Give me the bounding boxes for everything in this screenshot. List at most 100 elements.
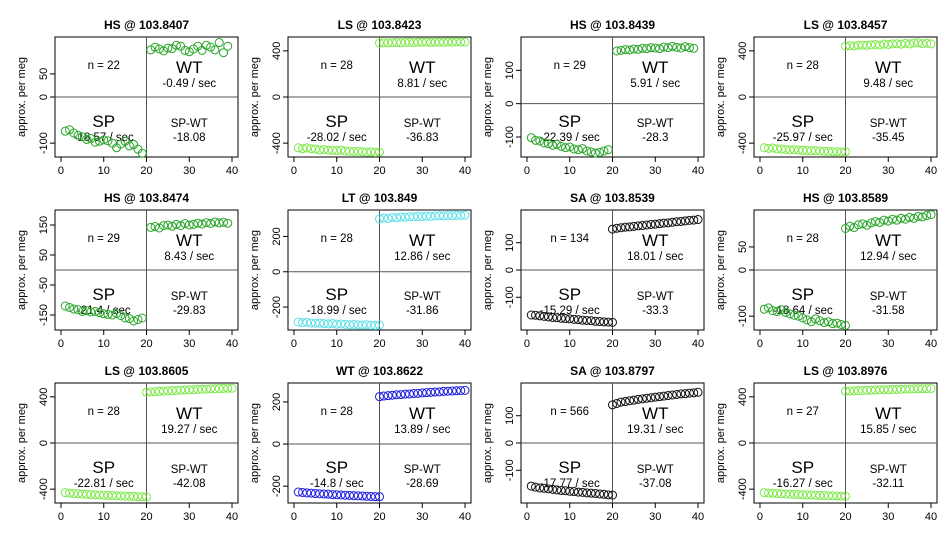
sp-point [90, 137, 100, 147]
x-tick-label: 40 [226, 511, 238, 523]
wt-point [879, 385, 889, 395]
sp-point [560, 486, 570, 496]
panel-title: LS @ 103.8457 [804, 18, 888, 32]
panel-title: HS @ 103.8589 [803, 191, 888, 205]
x-tick-label: 40 [226, 338, 238, 350]
sp-point [99, 490, 109, 500]
sp-wt-value: -31.58 [872, 305, 905, 317]
sp-point [785, 489, 795, 499]
wt-label: WT [176, 231, 202, 250]
sp-point [548, 312, 558, 322]
x-tick-label: 30 [183, 511, 195, 523]
y-tick-label: -400 [38, 478, 50, 500]
sp-point [608, 317, 617, 327]
sp-point [793, 145, 803, 155]
wt-point [214, 218, 224, 228]
sp-point [595, 317, 605, 327]
sp-point [548, 484, 558, 494]
wt-point [456, 386, 466, 396]
sp-point [603, 145, 613, 155]
wt-point [650, 392, 660, 402]
sp-rate: -16.27 / sec [773, 478, 833, 490]
sp-point [535, 311, 545, 321]
wt-point [189, 219, 199, 229]
wt-point [870, 217, 880, 227]
wt-point [888, 384, 898, 394]
wt-point [439, 37, 449, 47]
x-tick-label: 30 [649, 338, 661, 350]
wt-point [409, 212, 419, 222]
sp-point [785, 145, 795, 155]
chart-panel: HS @ 103.8474 -150 -50 50 150 approx. per meg… [16, 191, 239, 350]
wt-point [417, 37, 427, 47]
x-tick-label: 10 [797, 511, 809, 523]
sp-point [531, 482, 541, 492]
sp-point [298, 144, 308, 154]
data-points [293, 210, 470, 330]
wt-point [646, 219, 656, 229]
x-tick-label: 30 [649, 165, 661, 177]
chart-panel: LS @ 103.8976 -400 0 400 approx. per meg 0 10 2… [715, 364, 938, 523]
sp-label: SP [92, 285, 115, 304]
wt-point [676, 43, 686, 53]
wt-point [422, 37, 432, 47]
y-axis-label: approx. per meg [249, 230, 261, 310]
wt-point [862, 220, 872, 230]
sp-point [310, 318, 320, 328]
y-tick-label: 100 [504, 234, 516, 252]
wt-point [154, 386, 164, 396]
wt-point [637, 394, 647, 404]
sp-point [366, 491, 376, 501]
wt-point [146, 387, 156, 397]
wt-point [451, 37, 461, 47]
y-axis-label: approx. per meg [16, 230, 28, 310]
sp-wt-label: SP-WT [404, 118, 441, 130]
sp-point [357, 147, 367, 157]
sp-rate: -18.99 / sec [307, 305, 367, 317]
sp-point [539, 311, 549, 321]
wt-point [841, 386, 850, 396]
sp-point [768, 143, 778, 153]
wt-point [163, 43, 173, 53]
sp-point [65, 488, 75, 498]
sp-rate: -28.02 / sec [307, 132, 367, 144]
y-tick-label: -100 [504, 286, 516, 308]
panel-title: HS @ 103.8407 [104, 18, 189, 32]
x-tick-label: 40 [692, 511, 704, 523]
data-points [759, 38, 936, 157]
sp-label: SP [791, 458, 814, 477]
sp-point [802, 146, 812, 156]
sp-point [828, 319, 838, 329]
sp-point [375, 320, 384, 330]
wt-point [422, 388, 432, 398]
wt-point [163, 386, 173, 396]
wt-point [642, 44, 652, 54]
sp-wt-label: SP-WT [171, 464, 208, 476]
sp-wt-value: -29.83 [173, 305, 206, 317]
wt-point [154, 223, 164, 233]
data-points [60, 383, 237, 502]
n-count: n = 22 [88, 60, 120, 72]
sp-point [353, 146, 363, 156]
sp-point [759, 488, 769, 498]
wt-point [460, 37, 470, 47]
sp-point [86, 490, 96, 500]
wt-point [197, 219, 207, 229]
wt-point [655, 44, 665, 54]
sp-point [586, 316, 596, 326]
wt-point [684, 43, 694, 53]
sp-point [543, 312, 553, 322]
sp-point [556, 141, 566, 151]
sp-point [60, 126, 70, 136]
sp-point [302, 488, 312, 498]
sp-wt-label: SP-WT [404, 291, 441, 303]
wt-point [896, 384, 906, 394]
wt-point [434, 387, 444, 397]
wt-point [900, 384, 910, 394]
y-tick-label: -100 [504, 126, 516, 148]
sp-point [811, 314, 821, 324]
y-tick-label: 0 [271, 269, 283, 275]
sp-point [336, 319, 346, 329]
sp-point [764, 488, 774, 498]
sp-point [82, 489, 92, 499]
